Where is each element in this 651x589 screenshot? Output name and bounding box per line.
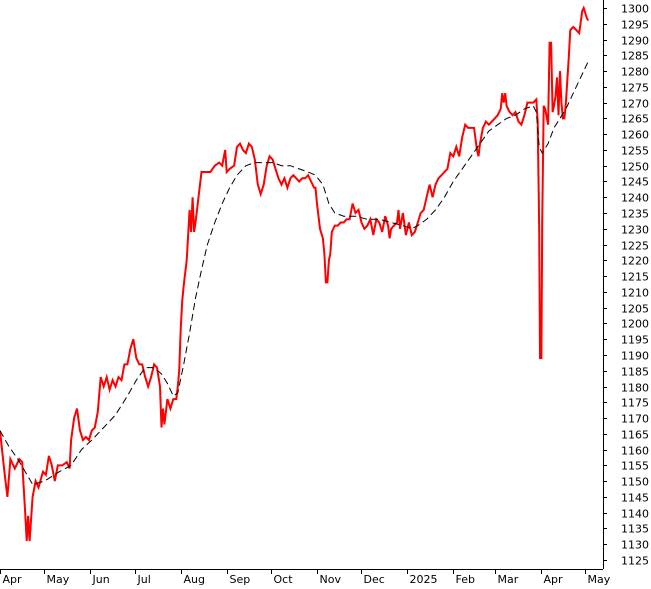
x-tick-label: Apr (3, 573, 23, 586)
y-tick-label: 1260 (621, 129, 649, 142)
y-tick-label: 1130 (621, 539, 649, 552)
y-tick-label: 1295 (621, 19, 649, 32)
x-tick-label: Feb (456, 573, 475, 586)
y-tick-label: 1255 (621, 145, 649, 158)
y-tick-label: 1290 (621, 35, 649, 48)
x-tick-label: Apr (544, 573, 564, 586)
plot-area (0, 5, 590, 542)
y-tick-label: 1170 (621, 413, 649, 426)
y-tick-label: 1200 (621, 318, 649, 331)
y-tick-label: 1195 (621, 334, 649, 347)
y-tick-label: 1220 (621, 255, 649, 268)
price-line (0, 5, 590, 542)
y-tick-label: 1245 (621, 176, 649, 189)
x-tick-label: Nov (320, 573, 342, 586)
y-tick-label: 1265 (621, 113, 649, 126)
y-tick-label: 1160 (621, 445, 649, 458)
y-tick-label: 1225 (621, 240, 649, 253)
x-tick-label: Sep (230, 573, 251, 586)
y-tick-label: 1145 (621, 492, 649, 505)
y-tick-label: 1140 (621, 508, 649, 521)
y-tick-label: 1215 (621, 271, 649, 284)
x-tick-label: Jul (137, 573, 151, 586)
y-tick-label: 1135 (621, 523, 649, 536)
x-tick-label: Mar (498, 573, 519, 586)
x-axis: Apr May Jun Jul Aug Sep Oct Nov Dec 2025 Feb Mar Apr… (0, 569, 611, 586)
y-tick-label: 1125 (621, 555, 649, 568)
y-tick-label: 1150 (621, 476, 649, 489)
y-tick-label: 1155 (621, 460, 649, 473)
y-tick-label: 1240 (621, 192, 649, 205)
y-tick-label: 1165 (621, 429, 649, 442)
y-tick-label: 1300 (621, 3, 649, 16)
y-tick-label: 1205 (621, 303, 649, 316)
y-tick-label: 1270 (621, 98, 649, 111)
y-tick-label: 1175 (621, 397, 649, 410)
y-tick-label: 1185 (621, 366, 649, 379)
x-tick-label: Dec (364, 573, 385, 586)
y-tick-label: 1230 (621, 224, 649, 237)
y-tick-label: 1285 (621, 50, 649, 63)
x-tick-label: Jun (92, 573, 110, 586)
y-tick-label: 1190 (621, 350, 649, 363)
y-tick-label: 1275 (621, 82, 649, 95)
x-tick-label: May (588, 573, 611, 586)
y-tick-label: 1280 (621, 66, 649, 79)
y-axis: 1125 1130 1135 1140 1145 1150 1155 1160 1165 1170… (603, 0, 649, 569)
x-tick-label: May (47, 573, 70, 586)
y-tick-label: 1250 (621, 161, 649, 174)
moving-average-line (0, 61, 589, 485)
y-tick-label: 1235 (621, 208, 649, 221)
x-tick-label: Oct (274, 573, 294, 586)
x-tick-label: 2025 (410, 573, 438, 586)
y-tick-label: 1180 (621, 382, 649, 395)
y-tick-label: 1210 (621, 287, 649, 300)
x-tick-label: Aug (184, 573, 205, 586)
